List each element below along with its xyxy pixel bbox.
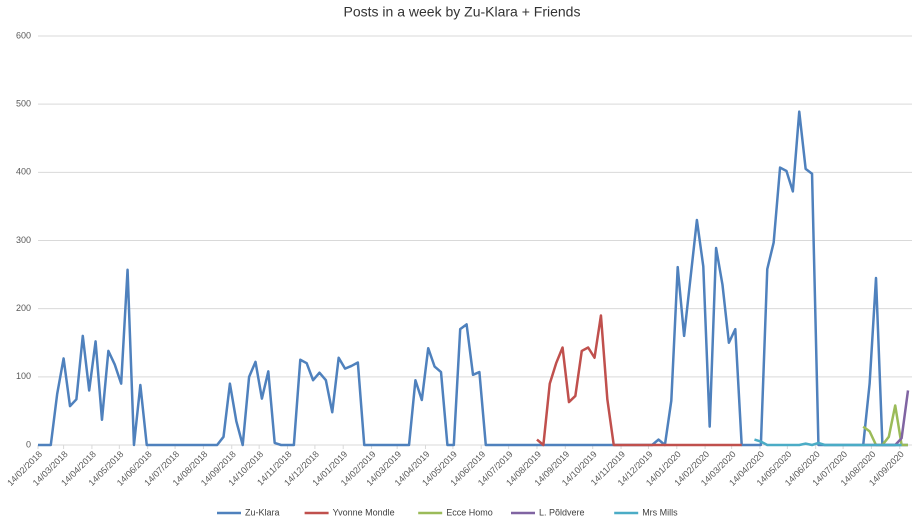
legend-label: Zu-Klara	[245, 507, 280, 517]
legend-label: Yvonne Mondle	[333, 507, 395, 517]
legend-label: L. Põldvere	[539, 507, 585, 517]
y-tick-label: 600	[16, 30, 31, 40]
y-tick-label: 500	[16, 99, 31, 109]
y-tick-label: 400	[16, 167, 31, 177]
series-line	[863, 390, 910, 447]
y-tick-label: 0	[26, 439, 31, 449]
legend: Zu-Klara Yvonne Mondle Ecce Homo L. Põldver…	[217, 507, 678, 517]
legend-label: Mrs Mills	[642, 507, 678, 517]
y-tick-label: 100	[16, 371, 31, 381]
y-tick-label: 300	[16, 235, 31, 245]
series-line	[754, 438, 902, 447]
series-line	[38, 110, 908, 447]
y-tick-label: 200	[16, 303, 31, 313]
series-line	[536, 314, 742, 447]
legend-label: Ecce Homo	[446, 507, 493, 517]
chart-title: Posts in a week by Zu-Klara + Friends	[344, 4, 581, 20]
